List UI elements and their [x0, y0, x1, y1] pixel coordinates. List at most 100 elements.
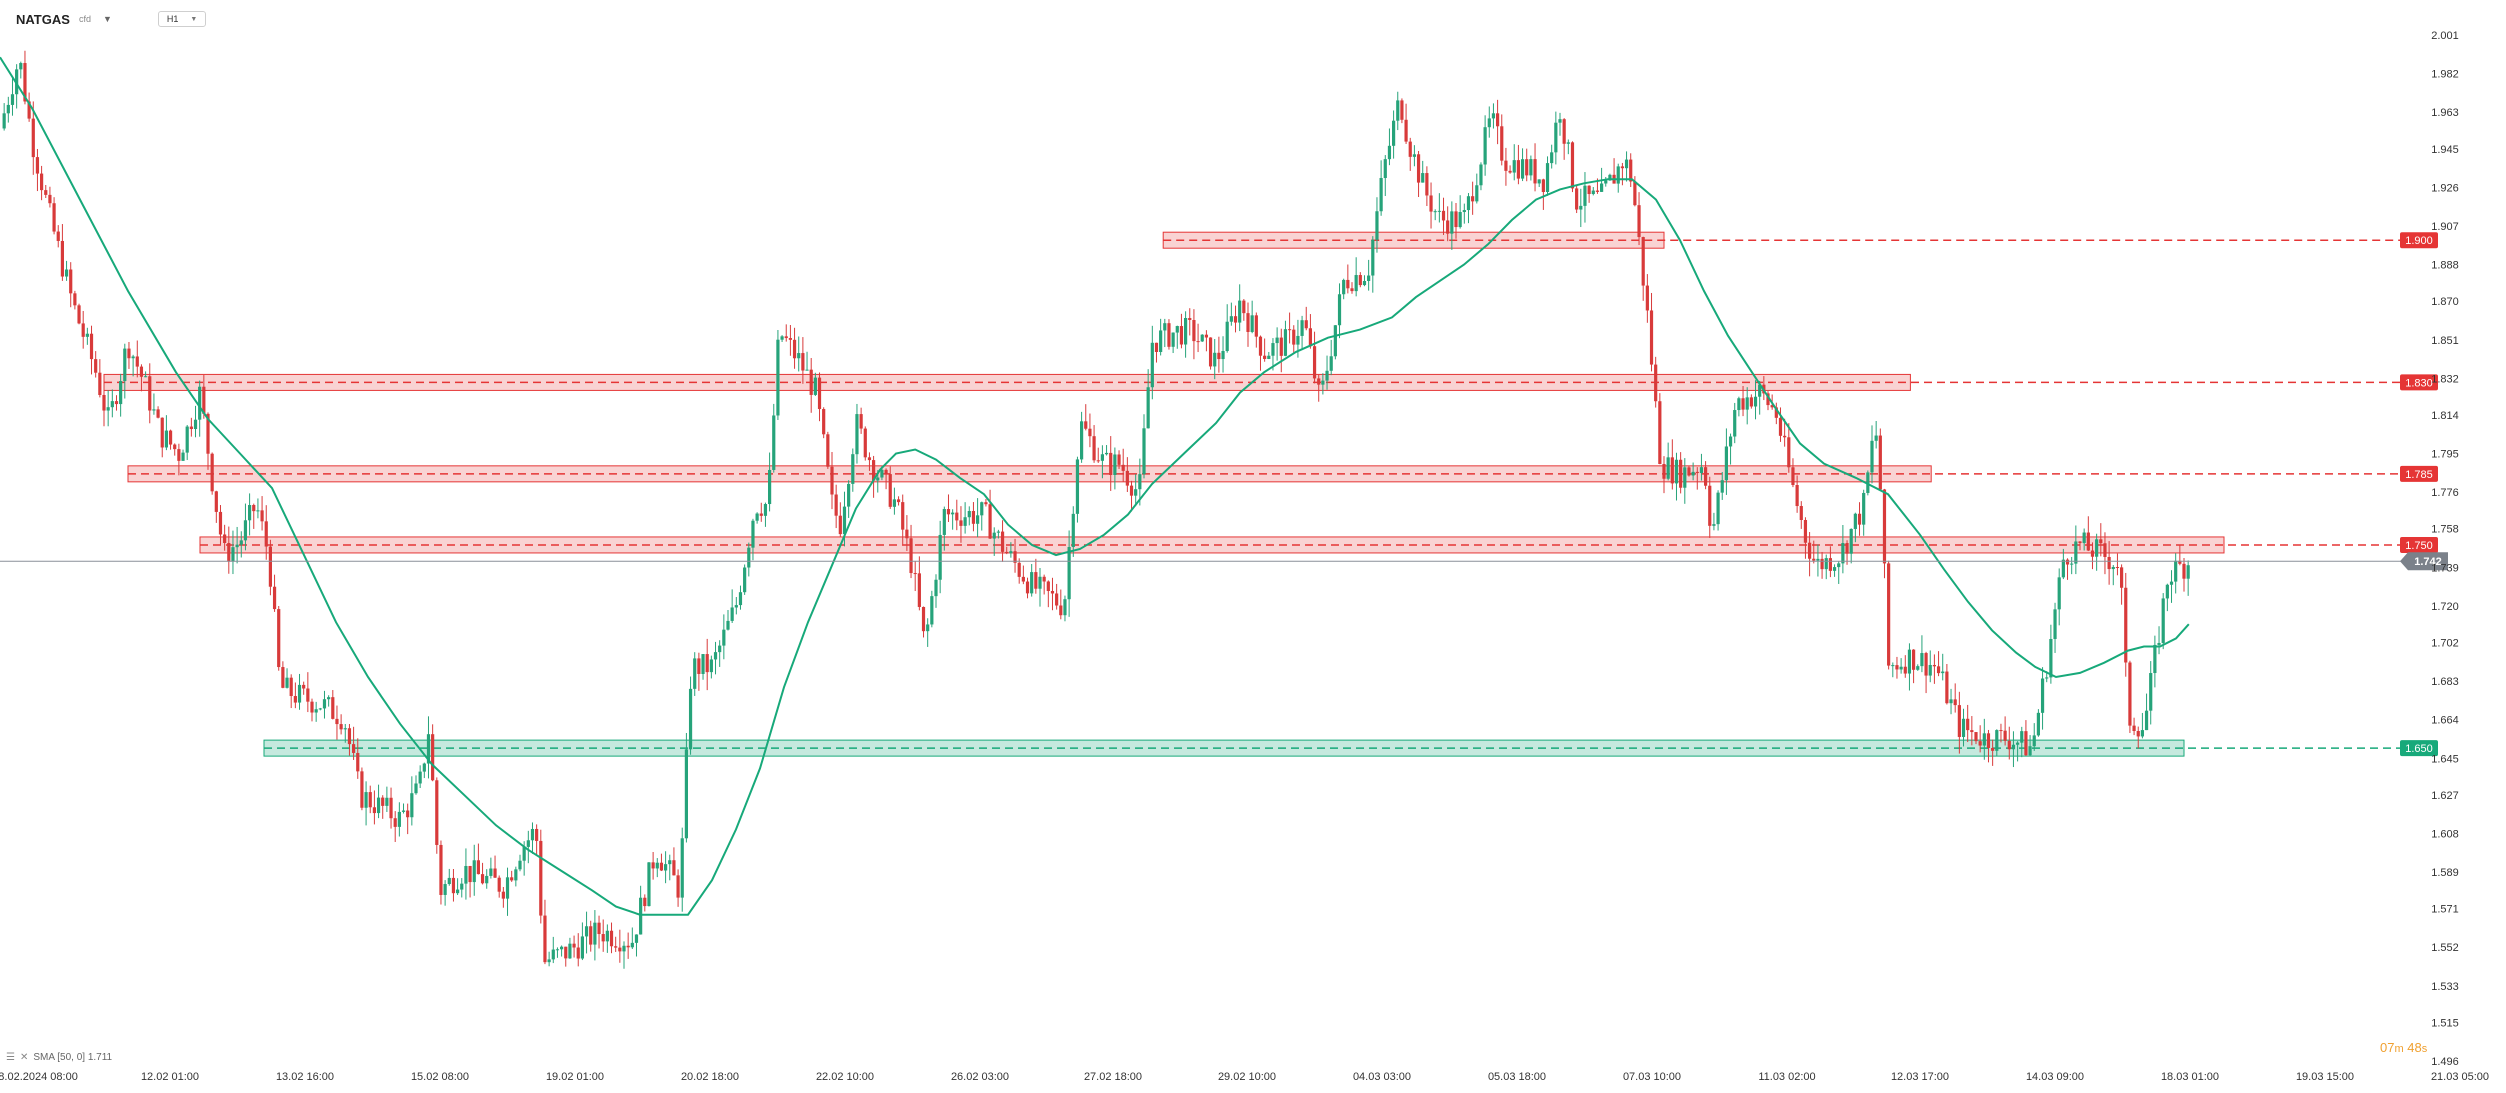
candle-body	[1758, 384, 1762, 397]
candle-body	[456, 889, 460, 894]
candle-body	[335, 718, 339, 725]
candle-body	[526, 840, 530, 847]
candle-body	[1633, 181, 1637, 206]
candle-body	[539, 840, 543, 916]
candle-body	[647, 862, 651, 907]
candle-body	[1242, 300, 1246, 314]
price-axis: 2.001 1.982 1.963 1.945 1.926 1.907 1.888 1.870…	[2431, 30, 2459, 1068]
candle-body	[1179, 326, 1184, 345]
candle-body	[385, 797, 389, 806]
candle-body	[1604, 180, 1608, 184]
candle-body	[2174, 560, 2178, 582]
candle-body	[1337, 294, 1342, 326]
candle-body	[1267, 355, 1271, 359]
candle-body	[327, 697, 331, 700]
candle-body	[364, 792, 368, 808]
candle-body	[634, 934, 639, 943]
symbol-dropdown-icon[interactable]: ▼	[102, 14, 112, 24]
indicator-label: SMA [50, 0] 1.711	[33, 1052, 113, 1063]
candle-body	[260, 510, 264, 522]
candle-body	[2090, 550, 2095, 557]
candle-body	[252, 505, 256, 512]
x-tick-label: 04.03 03:00	[1353, 1071, 1411, 1083]
candle-body	[1508, 170, 1512, 173]
candlestick-series	[2, 50, 2190, 969]
candle-body	[1978, 741, 1982, 746]
candle-body	[863, 428, 867, 458]
close-icon[interactable]: ✕	[19, 1052, 29, 1063]
level-price-label: 1.750	[2405, 540, 2433, 552]
y-tick-label: 1.571	[2431, 904, 2459, 916]
candle-body	[1383, 159, 1387, 179]
candle-body	[1184, 318, 1188, 345]
candle-body	[901, 502, 905, 530]
candle-body	[198, 386, 202, 420]
candle-body	[1466, 196, 1471, 211]
candle-body	[1246, 313, 1250, 332]
candle-body	[1753, 396, 1758, 407]
candle-body	[1088, 428, 1092, 437]
settings-icon[interactable]: ☰	[6, 1052, 15, 1063]
candle-body	[1487, 118, 1491, 128]
candle-body	[439, 844, 443, 895]
candle-body	[859, 414, 863, 429]
candle-body	[1462, 210, 1466, 213]
candle-body	[838, 515, 842, 535]
candle-body	[505, 877, 510, 899]
candle-body	[1616, 166, 1620, 184]
candle-body	[551, 949, 555, 960]
symbol-name[interactable]: NATGAS	[16, 11, 70, 27]
candle-body	[1196, 341, 1200, 343]
candle-body	[1329, 356, 1333, 371]
candle-body	[2169, 581, 2174, 585]
candle-body	[235, 544, 239, 548]
candle-body	[1175, 326, 1179, 333]
candle-body	[1154, 342, 1159, 352]
candle-body	[560, 946, 564, 950]
candle-body	[1013, 551, 1017, 563]
candle-body	[360, 771, 364, 808]
candle-body	[967, 510, 971, 518]
candle-body	[69, 269, 73, 294]
timeframe-select[interactable]: H1 ▼	[157, 11, 207, 27]
y-tick-label: 1.589	[2431, 867, 2459, 879]
y-tick-label: 1.832	[2431, 373, 2459, 385]
candle-body	[734, 605, 738, 608]
candle-body	[1288, 329, 1292, 331]
candle-body	[1936, 666, 1941, 674]
candle-body	[1387, 145, 1392, 160]
candle-body	[614, 946, 618, 948]
level-price-label: 1.650	[2405, 743, 2433, 755]
candle-body	[1945, 671, 1949, 704]
candle-body	[1591, 190, 1595, 195]
chevron-down-icon: ▼	[190, 15, 198, 23]
candle-body	[2086, 532, 2090, 551]
candle-body	[1450, 211, 1454, 234]
candle-body	[759, 513, 763, 516]
candle-body	[356, 752, 360, 772]
candle-body	[580, 936, 584, 959]
support-resistance-zones: 1.900 1.830 1.785 1.750 1.650	[103, 231, 2438, 757]
candle-body	[1920, 653, 1924, 667]
candle-body	[1957, 705, 1961, 737]
candle-body	[984, 502, 988, 505]
candle-body	[601, 934, 605, 942]
candle-body	[52, 203, 56, 232]
candle-body	[177, 449, 181, 461]
y-tick-label: 1.776	[2431, 487, 2459, 499]
timer-minutes: 07	[2380, 1040, 2395, 1055]
candle-body	[2149, 673, 2153, 711]
candle-body	[792, 339, 797, 359]
candle-body	[1953, 699, 1957, 706]
candle-body	[643, 897, 647, 907]
candle-body	[1005, 551, 1009, 554]
candle-body	[431, 734, 435, 781]
candle-body	[963, 517, 967, 526]
candle-body	[501, 891, 505, 899]
candle-body	[1192, 320, 1196, 342]
candle-body	[1554, 122, 1558, 153]
candle-body	[664, 864, 668, 871]
candle-body	[2061, 559, 2065, 578]
candle-body	[1679, 459, 1683, 488]
